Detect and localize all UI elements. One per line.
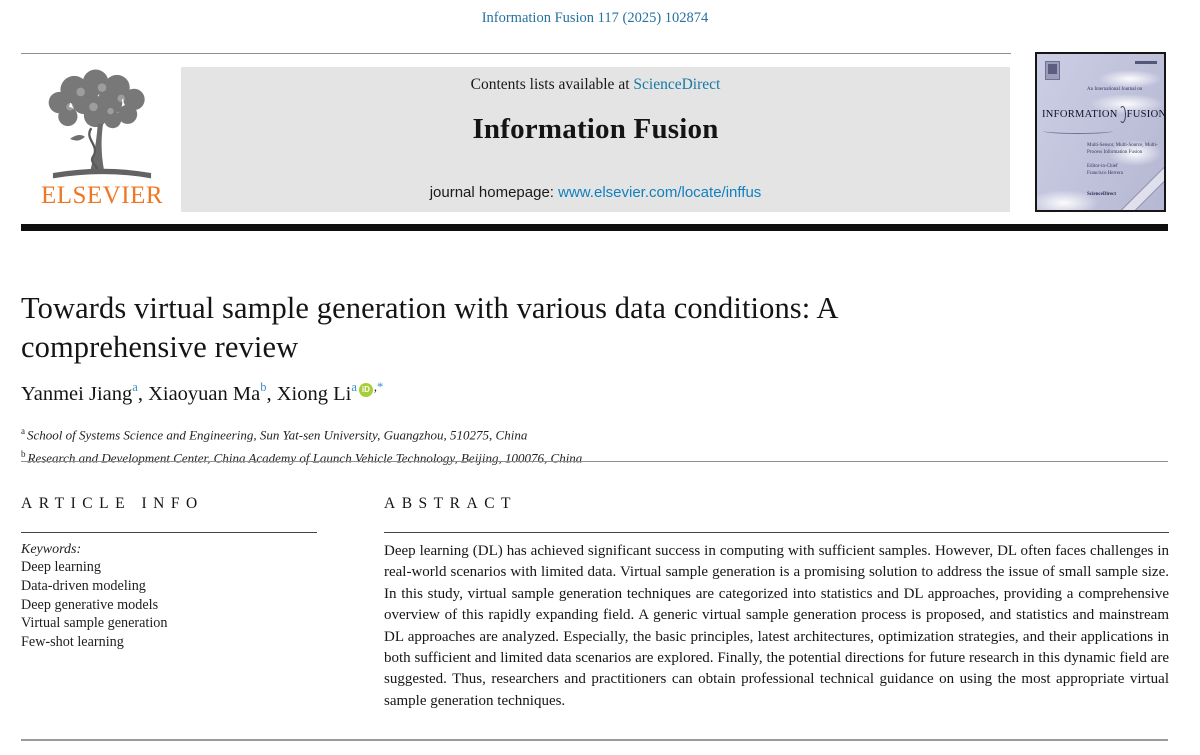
cover-journal-title: INFORMATION FUSION: [1042, 106, 1164, 123]
abstract-rule: [384, 532, 1169, 533]
author-affiliation-mark: b: [260, 380, 267, 394]
keyword-item: Few-shot learning: [21, 634, 124, 651]
orcid-icon[interactable]: iD: [358, 383, 373, 397]
masthead-band: Contents lists available at ScienceDirec…: [181, 67, 1010, 212]
keyword-item: Data-driven modeling: [21, 577, 146, 594]
cover-ribbon-decoration: [1110, 160, 1164, 210]
sciencedirect-link[interactable]: ScienceDirect: [633, 76, 721, 93]
affiliation-text: Research and Development Center, China A…: [27, 450, 583, 466]
abstract-text: Deep learning (DL) has achieved signific…: [384, 543, 1169, 709]
article-title: Towards virtual sample generation with v…: [21, 291, 837, 364]
corresponding-author-mark: *: [377, 380, 384, 394]
homepage-prefix: journal homepage:: [429, 184, 559, 201]
author-name: Xiong Li: [276, 382, 352, 405]
elsevier-logo: ELSEVIER: [26, 66, 178, 212]
cover-glow-decoration: [1108, 140, 1162, 166]
cover-ellipse-icon: [1118, 106, 1126, 123]
homepage-line: journal homepage: www.elsevier.com/locat…: [181, 184, 1010, 201]
affiliation-mark: a: [21, 426, 25, 436]
contents-prefix: Contents lists available at: [470, 76, 634, 93]
author-name: Yanmei Jiang: [21, 382, 133, 405]
cover-title-left: INFORMATION: [1042, 109, 1118, 120]
homepage-url-link[interactable]: www.elsevier.com/locate/inffus: [558, 184, 762, 201]
cover-issn-mark: [1135, 61, 1157, 64]
author-separator: ,: [137, 382, 149, 405]
journal-cover-thumbnail: An International Journal on INFORMATION …: [1035, 52, 1166, 212]
cover-glow-decoration: [1090, 94, 1164, 114]
journal-citation-link[interactable]: Information Fusion 117 (2025) 102874: [481, 10, 709, 26]
top-divider: [21, 53, 1011, 54]
cover-scope-text: Multi-Sensor, Multi-Source, Multi-Proces…: [1087, 143, 1158, 155]
author-affiliation-mark: a: [132, 380, 138, 394]
masthead-black-bar: [21, 224, 1168, 231]
article-info-rule: [21, 532, 317, 533]
affiliation-mark: b: [21, 448, 26, 459]
author-separator: ,: [266, 382, 277, 405]
affiliation-item: b Research and Development Center, China …: [21, 445, 582, 468]
section-divider: [21, 461, 1168, 462]
article-info-heading: ARTICLE INFO: [21, 495, 204, 512]
keyword-item: Deep learning: [21, 559, 101, 575]
cover-title-right: FUSION: [1126, 109, 1166, 120]
bottom-divider: [21, 739, 1168, 741]
keyword-item: Deep generative models: [21, 596, 159, 613]
cover-editor-label: Editor-in-Chief: [1087, 164, 1118, 169]
cover-elsevier-mini-logo: [1045, 61, 1060, 80]
affiliation-text: School of Systems Science and Engineerin…: [27, 427, 528, 443]
elsevier-tree-icon: [48, 69, 152, 179]
cover-editor-name: Francisco Herrera: [1087, 171, 1123, 176]
cover-sciencedirect-text: ScienceDirect: [1087, 192, 1117, 197]
journal-name: Information Fusion: [472, 113, 719, 145]
author-list: Yanmei Jianga, Xiaoyuan Mab, Xiong Lia iD…: [21, 380, 384, 406]
article-info-section: ARTICLE INFO Keywords: Deep learning Dat…: [21, 495, 317, 652]
affiliation-item: a School of Systems Science and Engineeri…: [21, 422, 582, 445]
cover-swoosh-decoration: [1043, 128, 1113, 134]
cover-glow-decoration: [1037, 190, 1099, 210]
author-affiliation-mark: a: [351, 380, 357, 394]
author-name: Xiaoyuan Ma: [148, 382, 261, 405]
abstract-heading: ABSTRACT: [384, 495, 518, 512]
elsevier-wordmark: ELSEVIER: [40, 182, 164, 209]
contents-line: Contents lists available at ScienceDirec…: [181, 76, 1010, 94]
author-comma: ,: [373, 380, 377, 394]
keywords-label: Keywords:: [21, 542, 82, 557]
keyword-item: Virtual sample generation: [21, 615, 168, 632]
abstract-section: ABSTRACT Deep learning (DL) has achieved…: [384, 495, 1169, 712]
cover-subtitle: An International Journal on: [1087, 87, 1143, 92]
cover-glow-decoration: [1098, 70, 1162, 88]
